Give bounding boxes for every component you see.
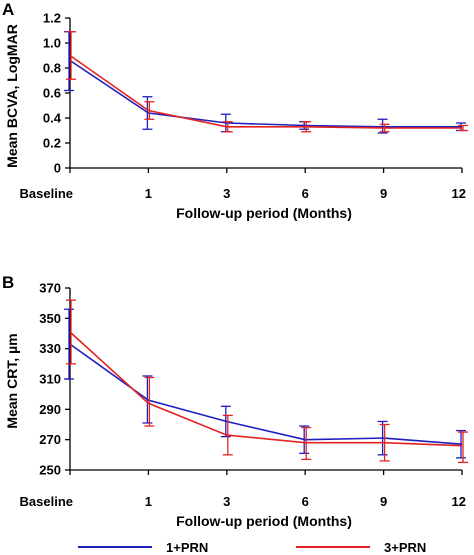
y-tick-label-a: 1.2 [43,11,61,26]
y-tick-label-b: 310 [39,372,61,387]
error-bar-3-prn-b [222,414,233,456]
error-bar-1-prn-b [377,420,388,456]
x-axis-title-b: Follow-up period (Months) [176,513,352,529]
y-tick-label-b: 250 [39,463,61,478]
error-bar-3-prn-a [222,121,233,133]
y-tick-label-b: 270 [39,432,61,447]
y-tick-label-b: 350 [39,311,61,326]
series-1-prn-a [64,31,466,134]
y-tick-label-a: 0 [54,161,61,176]
y-tick-label-a: 0.8 [43,61,61,76]
x-tick-label-a: 9 [380,186,387,201]
error-bar-3-prn-a [458,124,468,132]
series-3-prn-b [66,299,468,464]
legend: 1+PRN 3+PRN [78,540,426,555]
y-tick-label-b: 290 [39,402,61,417]
y-tick-label-a: 0.2 [43,136,61,151]
error-bar-3-prn-b [379,423,390,462]
error-bar-3-prn-a [379,123,390,133]
series-line-3-prn-b [69,331,463,447]
series-line-3-prn-a [69,54,462,129]
error-bar-3-prn-b [458,431,468,464]
y-tick-label-b: 330 [39,341,61,356]
y-tick-label-a: 1.0 [43,36,61,51]
error-bar-1-prn-b [142,375,153,424]
error-bar-3-prn-b [301,426,312,461]
error-bar-3-prn-b [144,376,155,427]
error-bar-3-prn-a [66,31,76,80]
error-bar-1-prn-b [456,429,466,459]
panel-letter-b: B [2,273,14,292]
y-axis-title-a: Mean BCVA, LogMAR [4,24,20,168]
x-tick-label-b: 6 [302,494,309,509]
y-tick-label-b: 370 [39,281,61,296]
y-tick-label-a: 0.6 [43,86,61,101]
x-tick-label-b: 12 [452,494,466,509]
series-1-prn-b [64,308,466,459]
x-axis-title-a: Follow-up period (Months) [176,205,352,221]
error-bar-1-prn-a [377,118,388,134]
chart-panel-b: B Mean CRT, µm Follow-up period (Months)… [2,273,468,529]
x-tick-label-b: 3 [223,494,230,509]
x-tick-label-a: 12 [452,186,466,201]
error-bar-1-prn-b [220,405,231,438]
x-tick-label-b: Baseline [20,494,73,509]
chart-panel-a: A Mean BCVA, LogMAR Follow-up period (Mo… [2,0,468,221]
legend-label-1-prn: 1+PRN [166,540,208,555]
x-tick-label-a: 1 [145,186,152,201]
x-tick-label-a: 3 [223,186,230,201]
x-tick-label-a: Baseline [20,186,73,201]
panel-letter-a: A [2,0,14,19]
legend-label-3-prn: 3+PRN [384,540,426,555]
error-bar-1-prn-a [64,31,74,92]
x-tick-label-b: 1 [145,494,152,509]
y-tick-label-a: 0.4 [43,111,62,126]
series-line-1-prn-a [69,59,462,128]
error-bar-3-prn-a [301,121,312,133]
x-tick-label-a: 6 [302,186,309,201]
series-line-1-prn-b [69,343,463,445]
error-bar-1-prn-b [299,425,310,454]
error-bar-3-prn-a [144,101,155,120]
x-tick-label-b: 9 [380,494,387,509]
error-bar-1-prn-b [64,308,74,380]
series-3-prn-a [66,31,468,133]
y-axis-title-b: Mean CRT, µm [4,333,20,428]
error-bar-3-prn-b [66,299,76,365]
